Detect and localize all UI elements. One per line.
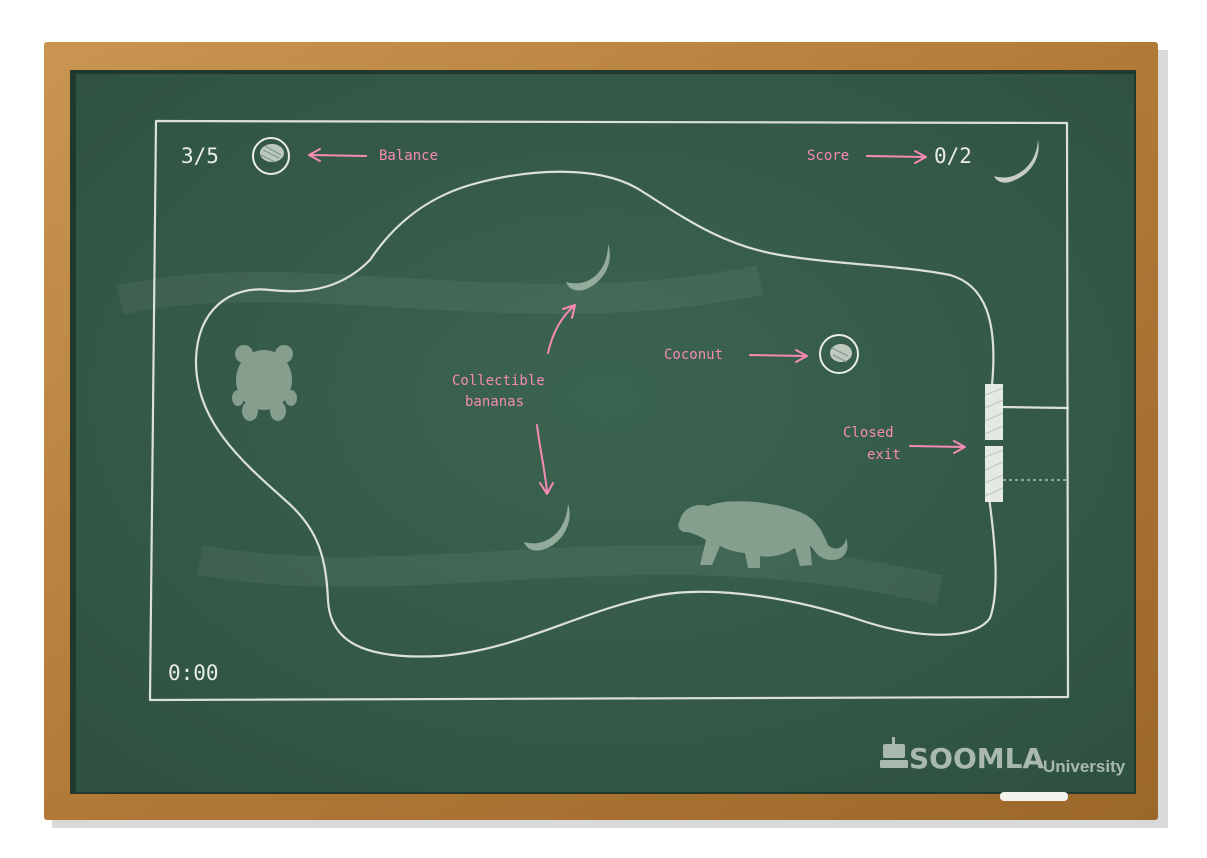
island-boundary — [194, 170, 997, 658]
collectible-arrow-down — [536, 424, 554, 495]
coconut-label: Coconut — [664, 347, 723, 363]
chalk-stick — [1000, 792, 1068, 801]
chalkboard — [76, 74, 1134, 792]
balance-label: Balance — [379, 148, 438, 164]
coconut-icon — [252, 137, 290, 175]
banana-icon — [994, 140, 1039, 183]
collectible-label-line2: bananas — [465, 394, 524, 410]
collectible-label-line1: Collectible — [452, 373, 545, 389]
exit-arrow — [909, 440, 966, 454]
balance-arrow — [308, 148, 367, 162]
brand-logo: SOOMLA University — [880, 737, 1126, 776]
panther-icon — [678, 501, 848, 568]
exit-label-line2: exit — [867, 447, 901, 463]
score-label: Score — [807, 148, 849, 164]
banana-icon — [524, 504, 570, 551]
monkey-icon — [232, 345, 297, 421]
exit-gate-icon — [984, 384, 1004, 502]
brand-suffix: University — [1043, 757, 1126, 776]
banana-icon — [566, 244, 610, 291]
score-value: 0/2 — [934, 144, 972, 168]
collectible-arrow-up — [547, 304, 576, 354]
score-arrow — [866, 150, 927, 164]
timer: 0:00 — [168, 661, 219, 685]
coconut-arrow — [749, 349, 808, 363]
exit-corridor — [998, 405, 1070, 481]
chalk-smudges — [116, 265, 944, 605]
exit-label-line1: Closed — [843, 425, 894, 441]
robot-logo-icon — [880, 737, 908, 768]
balance-value: 3/5 — [181, 144, 219, 168]
coconut-icon — [819, 334, 859, 374]
game-field-border — [148, 119, 1070, 702]
brand-name: SOOMLA — [909, 742, 1044, 775]
